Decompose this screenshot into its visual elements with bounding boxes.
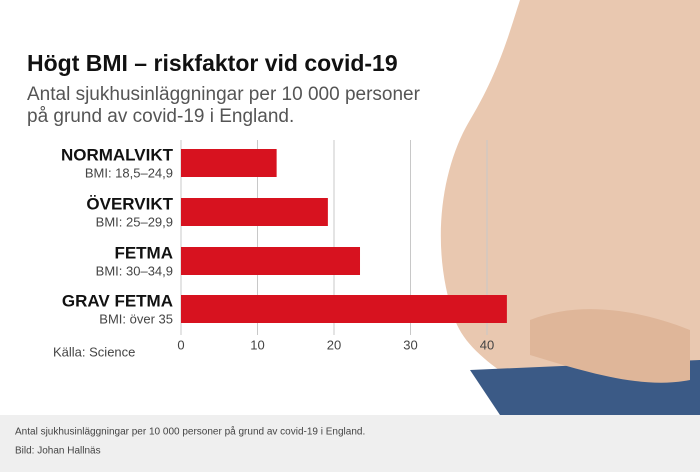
x-tick-label: 20 bbox=[327, 337, 341, 352]
x-tick-label: 10 bbox=[250, 337, 264, 352]
x-tick-label: 30 bbox=[403, 337, 417, 352]
source: Källa: Science bbox=[53, 344, 135, 359]
category-label: ÖVERVIKT bbox=[86, 194, 173, 213]
category-label: NORMALVIKT bbox=[61, 145, 174, 164]
bar bbox=[181, 149, 277, 177]
subtitle: Antal sjukhusinläggningar per 10 000 per… bbox=[27, 84, 421, 105]
category-sublabel: BMI: 30–34,9 bbox=[96, 263, 173, 278]
x-tick-label: 0 bbox=[177, 337, 184, 352]
subtitle: på grund av covid-19 i England. bbox=[27, 106, 294, 127]
category-label: FETMA bbox=[114, 243, 173, 262]
x-tick-label: 40 bbox=[480, 337, 494, 352]
category-sublabel: BMI: 18,5–24,9 bbox=[85, 165, 173, 180]
category-label: GRAV FETMA bbox=[62, 291, 173, 310]
caption: Antal sjukhusinläggningar per 10 000 per… bbox=[15, 426, 365, 438]
caption-credit: Bild: Johan Hallnäs bbox=[15, 446, 101, 457]
category-sublabel: BMI: över 35 bbox=[99, 311, 173, 326]
chart-title: Högt BMI – riskfaktor vid covid-19 bbox=[27, 50, 398, 76]
bar bbox=[181, 295, 507, 323]
bar bbox=[181, 247, 361, 275]
category-sublabel: BMI: 25–29,9 bbox=[96, 214, 173, 229]
bar bbox=[181, 198, 328, 226]
caption-bar bbox=[0, 415, 700, 472]
